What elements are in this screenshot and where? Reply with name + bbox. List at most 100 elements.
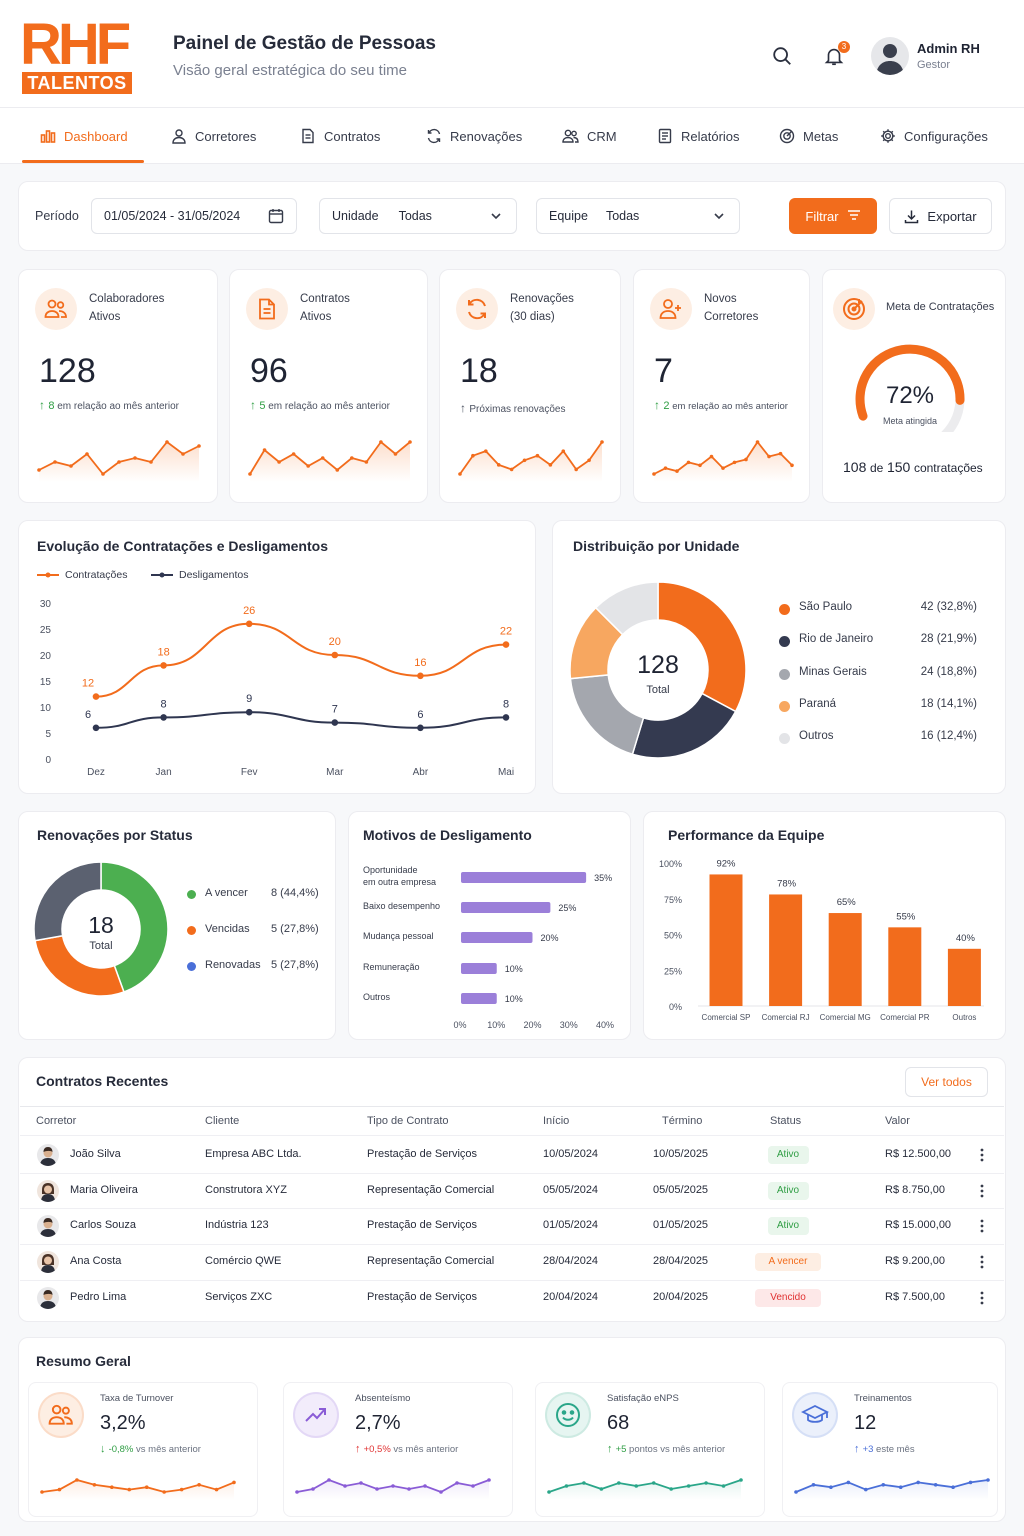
sparkline-point (509, 467, 514, 472)
summary-delta: ↓ -0,8% vs mês anterior (100, 1443, 201, 1455)
row-menu-button[interactable] (976, 1290, 988, 1306)
user-name[interactable]: Admin RH (917, 41, 980, 56)
status-badge: Ativo (767, 1217, 809, 1236)
start-date: 20/04/2024 (543, 1290, 599, 1303)
data-label: 6 (85, 709, 91, 721)
x-tick-label: Fev (241, 767, 258, 778)
team-select[interactable]: Equipe Todas (536, 198, 740, 234)
summary-value: 3,2% (100, 1412, 146, 1434)
y-tick-label: 10 (40, 703, 52, 714)
sparkline-point (548, 463, 553, 467)
x-tick-label: Dez (87, 767, 105, 778)
trend-up-icon (305, 1408, 326, 1422)
y-tick-label: 5 (45, 729, 51, 740)
client-name: Comércio QWE (205, 1255, 282, 1268)
kpi-value: 96 (250, 352, 288, 390)
distribution-card: Distribuição por Unidade 128 Total São P… (552, 520, 1006, 794)
kpi-label: Renovações (30 dias) (510, 293, 574, 323)
legend-label: A vencer (205, 887, 248, 899)
sparkline-point (561, 449, 566, 453)
contract-value: R$ 8.750,00 (885, 1183, 945, 1196)
nav-renovacoes[interactable]: Renovações (426, 108, 522, 164)
row-menu-button[interactable] (976, 1254, 988, 1270)
unit-select[interactable]: Unidade Todas (319, 198, 517, 234)
delta-number: +3 (862, 1444, 874, 1455)
sparkline-point (165, 440, 169, 444)
nav-dashboard[interactable]: Dashboard (40, 108, 128, 164)
data-point (245, 708, 253, 716)
sparkline-point (69, 464, 73, 468)
sparkline-point (709, 454, 714, 459)
sparkline-point (375, 1487, 379, 1491)
avatar (37, 1179, 59, 1202)
nav-configuracoes[interactable]: Configurações (880, 108, 988, 164)
sparkline-point (232, 1480, 236, 1485)
donut-slice (33, 861, 102, 942)
sparkline-area (654, 442, 792, 482)
refresh-icon (456, 288, 498, 330)
page-title: Painel de Gestão de Pessoas (173, 33, 436, 54)
sparkline-point (92, 1483, 97, 1487)
delta-text: pontos vs mês anterior (626, 1444, 726, 1455)
sparkline-point (75, 1478, 79, 1482)
sparkline-point (698, 463, 702, 468)
sparkline-point (127, 1487, 132, 1492)
sparkline-point (85, 452, 89, 456)
company-logo[interactable]: RHF TALENTOS (20, 12, 132, 94)
row-menu-button[interactable] (976, 1147, 988, 1163)
bar (709, 874, 743, 1006)
nav-crm[interactable]: CRM (562, 108, 617, 164)
row-menu-button[interactable] (976, 1218, 988, 1234)
graduation-cap-icon (801, 1404, 829, 1423)
data-point (417, 724, 424, 732)
broker-name: João Silva (70, 1148, 121, 1160)
sparkline-point (214, 1487, 219, 1492)
legend-dot (187, 962, 196, 971)
summary-label: Satisfação eNPS (607, 1393, 679, 1404)
user-avatar[interactable] (871, 37, 909, 75)
nav-relatorios[interactable]: Relatórios (657, 108, 740, 164)
nav-corretores[interactable]: Corretores (171, 108, 256, 164)
export-button[interactable]: Exportar (889, 198, 992, 234)
legend-value: 5 (27,8%) (271, 923, 319, 935)
data-point (92, 693, 100, 700)
y-tick-label: 0 (45, 755, 51, 766)
legend-dot (187, 890, 196, 899)
category-label: Comercial PR (880, 1013, 930, 1022)
sparkline-point (423, 1484, 427, 1488)
sparkline-point (599, 1487, 604, 1491)
y-tick-label: 25% (664, 966, 682, 976)
sparkline-point (262, 448, 267, 452)
sparkline-point (343, 1484, 347, 1488)
sparkline-point (739, 1478, 743, 1482)
nav-metas[interactable]: Metas (779, 108, 838, 164)
sparkline-point (778, 451, 783, 456)
search-button[interactable] (768, 42, 796, 70)
target-icon (779, 128, 795, 144)
row-menu-button[interactable] (976, 1183, 988, 1199)
client-name: Indústria 123 (205, 1219, 269, 1232)
summary-sparkline (295, 1478, 491, 1500)
unit-label: Unidade (332, 209, 379, 223)
sparkline-point (864, 1487, 868, 1492)
sparkline-point (110, 1485, 114, 1489)
team-label: Equipe (549, 209, 588, 223)
sparkline-point (471, 453, 475, 458)
legend-dot (187, 926, 196, 935)
category-label: Mudança pessoal (363, 931, 434, 941)
nav-contratos[interactable]: Contratos (300, 108, 380, 164)
logo-text: RHF (20, 12, 131, 77)
delta-number: +5 (615, 1444, 627, 1455)
summary-icon (545, 1392, 591, 1438)
donut-slice (594, 581, 659, 636)
broker-name: Ana Costa (70, 1255, 122, 1268)
start-date: 01/05/2024 (543, 1219, 599, 1232)
period-field[interactable]: 01/05/2024 - 31/05/2024 (91, 198, 297, 234)
y-tick-label: 30 (40, 599, 52, 610)
sparkline-point (898, 1485, 903, 1489)
filter-button[interactable]: Filtrar (789, 198, 877, 234)
notifications-button[interactable] (820, 42, 848, 70)
view-all-button[interactable]: Ver todos (905, 1067, 988, 1097)
value-label: 20% (541, 933, 559, 943)
more-vertical-icon (980, 1291, 984, 1305)
